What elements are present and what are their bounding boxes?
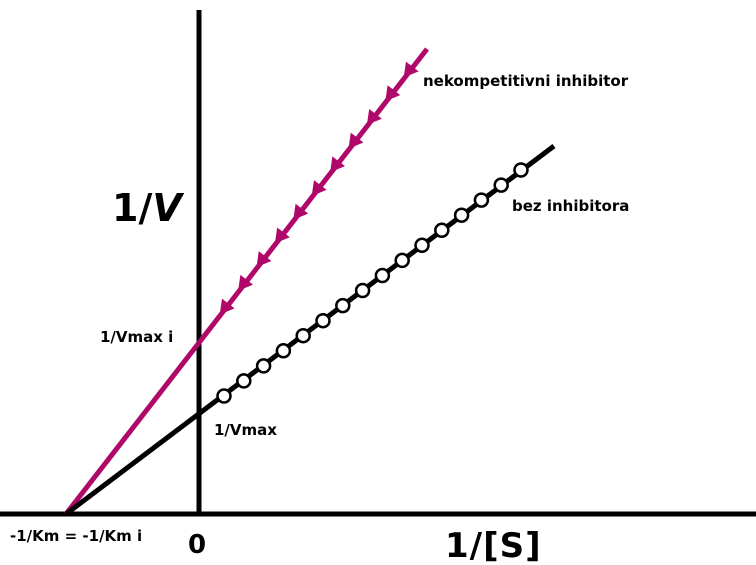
inhibitor-marker xyxy=(219,298,235,315)
inhibitor-marker xyxy=(311,180,327,197)
series-markers xyxy=(216,61,529,404)
y-axis-title: 1/V xyxy=(112,186,184,230)
inhibitor-marker xyxy=(385,85,401,102)
control-marker xyxy=(275,343,292,359)
control-marker xyxy=(354,282,371,299)
inhibitor-marker xyxy=(348,132,364,149)
inhibitor-marker xyxy=(293,203,309,220)
control-marker xyxy=(255,358,272,374)
control-marker xyxy=(473,192,490,208)
control-line-label: bez inhibitora xyxy=(512,197,629,215)
y-axis-title-prefix: 1/ xyxy=(112,186,152,230)
control-marker xyxy=(315,312,331,329)
x-axis-title: 1/[S] xyxy=(445,526,542,565)
series-lines xyxy=(64,47,556,516)
control-marker xyxy=(216,388,232,404)
control-marker xyxy=(513,162,529,178)
y-axis-title-var: V xyxy=(152,186,184,230)
labels: 1/V 1/[S] 0 -1/Km = -1/Km i 1/Vmax i 1/V… xyxy=(10,72,629,565)
x-intercept-label: -1/Km = -1/Km i xyxy=(10,527,142,545)
inhibitor-marker xyxy=(366,108,382,125)
inhibitor-line-label: nekompetitivni inhibitor xyxy=(423,72,629,90)
inhibitor-marker xyxy=(256,251,272,268)
origin-label: 0 xyxy=(188,530,206,560)
control-marker xyxy=(414,237,430,254)
axes xyxy=(0,10,756,517)
control-marker xyxy=(434,222,450,239)
control-marker xyxy=(236,373,252,389)
inhibitor-marker xyxy=(403,61,419,78)
inhibitor-marker xyxy=(330,156,346,173)
control-marker xyxy=(453,207,470,223)
control-marker xyxy=(295,327,311,344)
control-marker xyxy=(335,297,351,314)
control-marker xyxy=(394,252,410,269)
inhibitor-marker xyxy=(238,274,254,291)
inhibitor-marker xyxy=(274,227,290,244)
control-marker xyxy=(374,267,391,284)
control-marker xyxy=(493,177,509,193)
vmax-i-label: 1/Vmax i xyxy=(100,328,173,346)
control-line xyxy=(64,144,556,516)
vmax-label: 1/Vmax xyxy=(214,421,277,439)
